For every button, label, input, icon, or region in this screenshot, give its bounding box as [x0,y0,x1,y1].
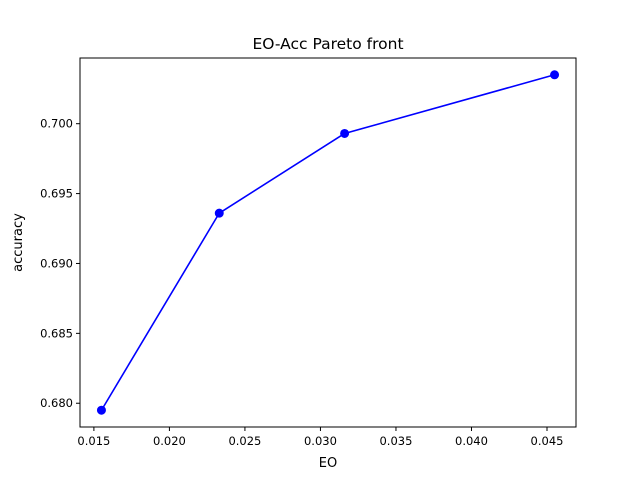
series-line [100,73,555,411]
y-tick-label: 0.685 [40,326,73,340]
y-axis: 0.680 0.685 0.690 0.695 0.700 [40,117,80,410]
x-axis-label: EO [319,456,337,471]
y-axis-label: accuracy [11,213,26,272]
y-tick-label: 0.695 [40,187,73,201]
y-tick-label: 0.680 [40,396,73,410]
plot-area [96,70,560,415]
y-tick-label: 0.690 [40,256,73,270]
data-point [214,208,224,218]
x-axis: 0.015 0.020 0.025 0.030 0.035 0.040 0.045 [77,427,563,448]
y-tick-label: 0.700 [40,117,73,131]
x-tick-label: 0.030 [304,434,337,448]
x-tick-label: 0.040 [455,434,488,448]
chart-title: EO-Acc Pareto front [252,35,403,53]
x-tick-label: 0.025 [228,434,261,448]
x-tick-label: 0.045 [531,434,564,448]
data-point [340,128,350,138]
data-point [96,405,106,415]
axes-frame [79,57,577,428]
x-tick-label: 0.020 [153,434,186,448]
data-point [550,70,560,80]
x-tick-label: 0.015 [77,434,110,448]
x-tick-label: 0.035 [379,434,412,448]
